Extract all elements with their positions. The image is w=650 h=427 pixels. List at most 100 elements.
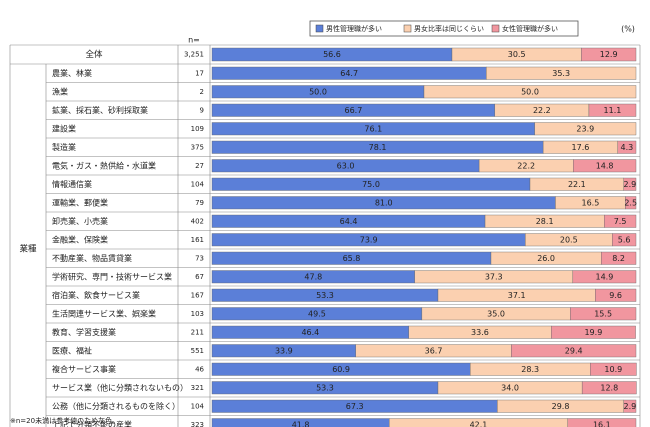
- value-label: 20.5: [560, 235, 578, 244]
- value-label: 53.3: [316, 383, 334, 392]
- legend-swatch: [315, 24, 324, 33]
- value-label: 2.5: [624, 198, 637, 207]
- n-label: 109: [191, 125, 204, 133]
- n-label: 9: [200, 106, 204, 114]
- bar-segment: [551, 325, 636, 339]
- value-label: 66.7: [344, 106, 362, 115]
- value-label: 81.0: [375, 198, 393, 207]
- bar-segment: [623, 177, 637, 191]
- category-label: 金融業、保険業: [52, 234, 108, 244]
- value-label: 49.5: [308, 309, 326, 318]
- value-label: 22.1: [568, 180, 586, 189]
- legend-label: 男女比率は同じくらい: [414, 24, 484, 33]
- legend-swatch: [403, 24, 412, 33]
- unit-label: (%): [621, 25, 635, 34]
- value-label: 4.3: [621, 143, 634, 152]
- n-label: 375: [191, 143, 204, 151]
- value-label: 64.7: [340, 69, 358, 78]
- value-label: 7.5: [614, 217, 627, 226]
- n-label: 67: [195, 273, 204, 281]
- n-header: n=: [188, 36, 200, 45]
- category-label: 卸売業、小売業: [52, 216, 108, 226]
- category-label: 建設業: [52, 123, 76, 133]
- value-label: 60.9: [332, 365, 350, 374]
- value-label: 76.1: [364, 124, 382, 133]
- value-label: 33.6: [471, 328, 489, 337]
- category-label: 鉱業、採石業、砂利採取業: [52, 105, 148, 115]
- value-label: 28.1: [536, 217, 554, 226]
- value-label: 19.9: [584, 328, 602, 337]
- bar-segment: [604, 214, 637, 228]
- category-label: 漁業: [52, 86, 68, 96]
- value-label: 14.8: [596, 161, 614, 170]
- bar-segment: [612, 233, 637, 247]
- value-label: 46.4: [301, 328, 319, 337]
- bar-segment: [625, 196, 637, 210]
- bar-segment: [570, 307, 637, 321]
- value-label: 67.3: [346, 402, 364, 411]
- value-label: 22.2: [517, 161, 535, 170]
- category-label: 電気・ガス・熱供給・水道業: [52, 160, 156, 170]
- bar-segment: [623, 399, 637, 413]
- category-label: 運輸業、郵便業: [52, 197, 108, 207]
- value-label: 47.8: [304, 272, 322, 281]
- n-label: 321: [191, 384, 204, 392]
- value-label: 42.1: [470, 420, 488, 427]
- bar-segment: [590, 362, 637, 376]
- bar-segment: [595, 288, 637, 302]
- category-label: 学術研究、専門・技術サービス業: [52, 271, 172, 281]
- category-label: 生活関連サービス業、娯楽業: [52, 308, 156, 318]
- value-label: 64.4: [340, 217, 358, 226]
- n-label: 2: [200, 88, 204, 96]
- value-label: 41.8: [292, 420, 310, 427]
- n-label: 17: [195, 69, 204, 77]
- bar-segment: [511, 344, 637, 358]
- value-label: 35.3: [552, 69, 570, 78]
- n-label: 3,251: [184, 51, 204, 59]
- n-label: 323: [191, 421, 204, 427]
- category-label: 公務（他に分類されるものを除く）: [52, 401, 180, 411]
- bar-segment: [534, 122, 637, 136]
- category-label: 教育、学習支援業: [52, 327, 116, 337]
- n-label: 79: [195, 199, 204, 207]
- bar-segment: [486, 66, 637, 80]
- value-label: 63.0: [337, 161, 355, 170]
- value-label: 75.0: [362, 180, 380, 189]
- value-label: 12.9: [600, 50, 618, 59]
- value-label: 22.2: [533, 106, 551, 115]
- bar-segment: [617, 140, 637, 154]
- value-label: 29.8: [552, 402, 570, 411]
- legend-swatch: [491, 24, 500, 33]
- value-label: 53.3: [316, 291, 334, 300]
- value-label: 78.1: [369, 143, 387, 152]
- value-label: 73.9: [360, 235, 378, 244]
- value-label: 34.0: [501, 383, 519, 392]
- note: ※n=20未満は参考値のため灰色。: [10, 416, 119, 425]
- value-label: 16.5: [582, 198, 600, 207]
- n-label: 551: [191, 347, 204, 355]
- n-label: 27: [195, 162, 204, 170]
- value-label: 56.6: [323, 50, 341, 59]
- value-label: 8.2: [612, 254, 625, 263]
- value-label: 37.3: [485, 272, 503, 281]
- category-label: 製造業: [52, 142, 76, 152]
- n-label: 161: [191, 236, 204, 244]
- legend-label: 男性管理職が多い: [326, 24, 382, 33]
- value-label: 37.1: [508, 291, 526, 300]
- value-label: 50.0: [309, 87, 327, 96]
- value-label: 36.7: [425, 346, 443, 355]
- value-label: 23.9: [576, 124, 594, 133]
- category-label: 不動産業、物品賃貸業: [52, 253, 132, 263]
- category-label: 上記で分類不能の産業: [52, 419, 132, 427]
- value-label: 2.9: [623, 402, 636, 411]
- value-label: 16.1: [593, 420, 611, 427]
- value-label: 65.8: [343, 254, 361, 263]
- group-label: 業種: [19, 244, 37, 255]
- value-label: 10.9: [604, 365, 622, 374]
- value-label: 12.8: [600, 383, 618, 392]
- bar-segment: [581, 47, 637, 62]
- value-label: 28.3: [521, 365, 539, 374]
- n-label: 104: [191, 402, 205, 410]
- value-label: 29.4: [565, 346, 583, 355]
